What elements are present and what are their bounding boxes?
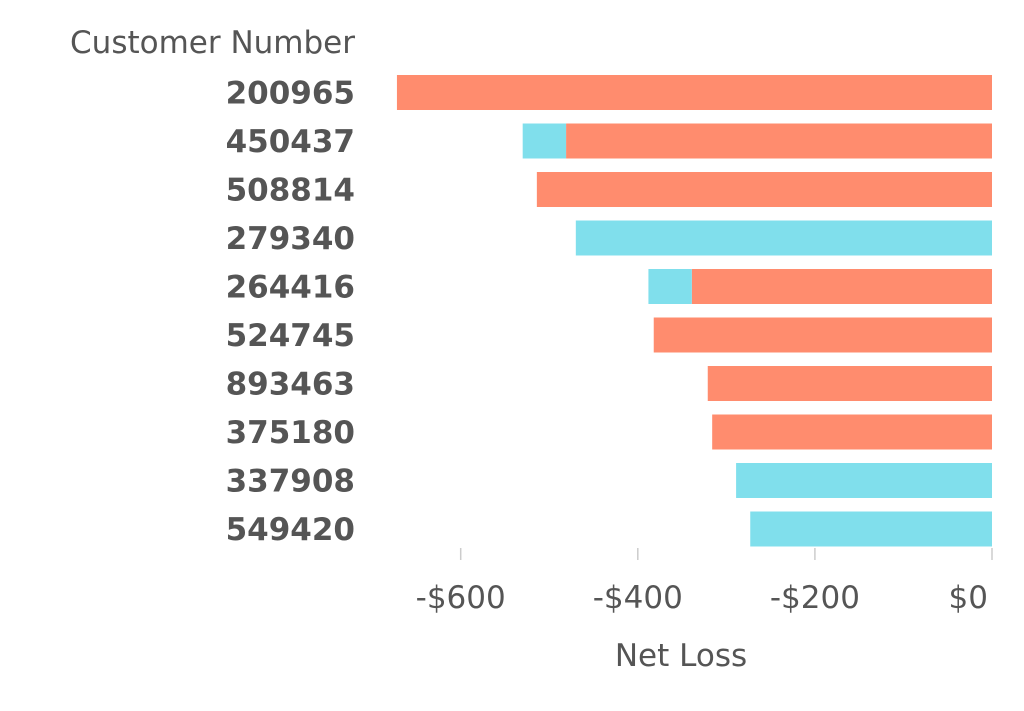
bar-337908-series-2: [736, 463, 992, 498]
bar-893463-series-1: [707, 366, 992, 401]
bar-450437-series-1: [566, 123, 992, 159]
bars-group: [396, 75, 993, 547]
x-axis: -$600 -$400 -$200 $0: [416, 548, 993, 616]
category-label-549420: 549420: [226, 512, 355, 548]
bar-375180-series-1: [712, 414, 992, 450]
category-label-264416: 264416: [226, 270, 355, 306]
category-label-508814: 508814: [226, 173, 355, 209]
x-tick-label: -$600: [416, 580, 506, 616]
x-tick-label: -$400: [593, 580, 683, 616]
category-label-450437: 450437: [226, 124, 355, 160]
bar-264416-series-2: [648, 269, 692, 304]
x-axis-title: Net Loss: [615, 638, 747, 674]
x-tick-label: -$200: [770, 580, 860, 616]
y-axis-title: Customer Number: [70, 25, 355, 61]
bar-264416-series-1: [691, 269, 992, 304]
bar-508814-series-1: [536, 172, 992, 207]
category-label-893463: 893463: [226, 367, 355, 403]
category-label-375180: 375180: [226, 415, 355, 451]
category-label-524745: 524745: [226, 318, 355, 354]
bar-279340-series-2: [575, 220, 992, 256]
category-label-337908: 337908: [226, 464, 355, 500]
bar-549420-series-2: [750, 511, 992, 547]
x-tick-label: $0: [949, 580, 988, 616]
bar-200965-series-1: [396, 75, 993, 110]
bar-524745-series-1: [653, 317, 992, 353]
category-label-279340: 279340: [226, 221, 355, 257]
category-labels: 200965 450437 508814 279340 264416 524745 8934…: [226, 76, 355, 549]
category-label-200965: 200965: [226, 76, 355, 112]
bar-450437-series-2: [522, 123, 567, 159]
